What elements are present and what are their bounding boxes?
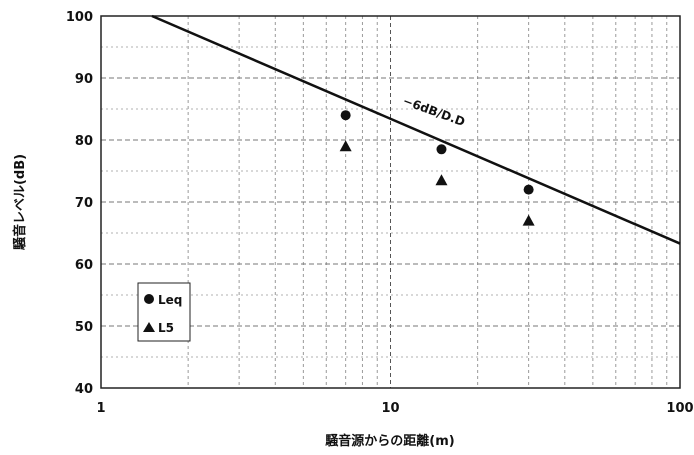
y-tick-label: 40	[75, 382, 93, 397]
y-tick-label: 60	[75, 258, 93, 273]
y-tick-label: 90	[75, 72, 93, 87]
data-point-leq	[436, 144, 447, 155]
y-tick-label: 50	[75, 320, 93, 335]
x-tick-label: 1	[96, 401, 105, 416]
reference-line	[151, 14, 681, 245]
plot-frame	[100, 15, 681, 389]
x-tick-label: 10	[381, 401, 399, 416]
data-point-l5	[339, 140, 352, 152]
legend-label-leq: Leq	[158, 293, 182, 307]
data-point-leq	[340, 110, 351, 121]
x-axis-title: 騒音源からの距離(m)	[324, 433, 454, 449]
data-point-l5	[435, 174, 448, 186]
slope-annotation: −6dB/D.D	[401, 94, 467, 129]
y-tick-label: 70	[75, 196, 93, 211]
legend-label-l5: L5	[158, 321, 174, 335]
y-axis-title: 騒音レベル(dB)	[12, 154, 28, 251]
y-tick-label: 80	[75, 134, 93, 149]
data-marks	[151, 14, 681, 245]
x-tick-label: 100	[666, 401, 693, 416]
legend-marker-l5	[143, 322, 155, 332]
data-point-l5	[522, 214, 535, 226]
grid-lines	[101, 16, 680, 388]
y-tick-label: 100	[66, 10, 93, 25]
data-point-leq	[523, 184, 534, 195]
legend-marker-leq	[144, 294, 154, 304]
legend: Leq L5	[137, 282, 191, 342]
